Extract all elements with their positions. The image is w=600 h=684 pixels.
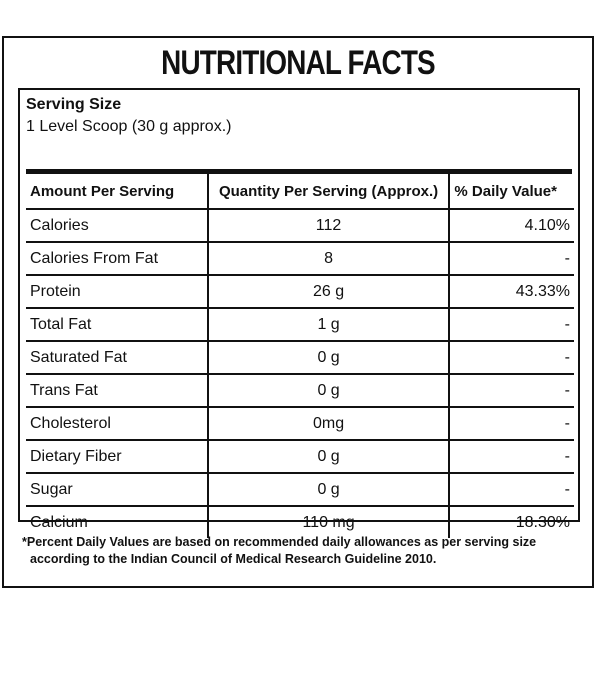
table-row: Sugar 0 g - — [26, 473, 574, 507]
table-header-row: Amount Per Serving Quantity Per Serving … — [26, 174, 574, 210]
table-row: Trans Fat 0 g - — [26, 374, 574, 408]
nutrition-table: Amount Per Serving Quantity Per Serving … — [26, 174, 574, 538]
table-row: Calories From Fat 8 - — [26, 242, 574, 276]
nutrient-daily-value: 43.33% — [448, 275, 574, 309]
nutrient-daily-value: - — [448, 473, 574, 507]
nutrient-quantity: 0mg — [206, 407, 450, 441]
nutrient-name: Calories — [26, 209, 208, 243]
nutrient-daily-value: 4.10% — [448, 209, 574, 243]
table-row: Cholesterol 0mg - — [26, 407, 574, 441]
nutrient-quantity: 8 — [206, 242, 450, 276]
table-row: Total Fat 1 g - — [26, 308, 574, 342]
footnote-line-1: *Percent Daily Values are based on recom… — [22, 535, 537, 549]
serving-size: Serving Size 1 Level Scoop (30 g approx.… — [26, 94, 231, 138]
nutrient-daily-value: - — [448, 374, 574, 408]
nutrient-name: Trans Fat — [26, 374, 208, 408]
nutrition-facts-panel: NUTRITIONAL FACTS Serving Size 1 Level S… — [2, 36, 594, 588]
nutrient-name: Saturated Fat — [26, 341, 208, 375]
nutrient-daily-value: - — [448, 308, 574, 342]
table-row: Calories 112 4.10% — [26, 209, 574, 243]
serving-size-label: Serving Size — [26, 96, 122, 113]
serving-size-value: 1 Level Scoop (30 g approx.) — [26, 118, 232, 135]
nutrient-quantity: 26 g — [206, 275, 450, 309]
page-title: NUTRITIONAL FACTS — [161, 44, 435, 82]
table-row: Protein 26 g 43.33% — [26, 275, 574, 309]
header-amount-per-serving: Amount Per Serving — [26, 174, 208, 210]
divider-bar — [26, 169, 572, 174]
nutrient-quantity: 0 g — [206, 341, 450, 375]
nutrient-quantity: 0 g — [206, 440, 450, 474]
nutrient-quantity: 112 — [206, 209, 450, 243]
header-daily-value: % Daily Value* — [448, 174, 574, 210]
table-row: Calcium 110 mg 18.30% — [26, 506, 574, 538]
footnote: *Percent Daily Values are based on recom… — [22, 534, 588, 568]
nutrient-name: Protein — [26, 275, 208, 309]
nutrient-quantity: 1 g — [206, 308, 450, 342]
header-quantity: Quantity Per Serving (Approx.) — [206, 174, 450, 210]
footnote-line-2: according to the Indian Council of Medic… — [30, 552, 437, 566]
nutrient-quantity: 0 g — [206, 473, 450, 507]
nutrient-name: Dietary Fiber — [26, 440, 208, 474]
nutrient-daily-value: - — [448, 341, 574, 375]
nutrient-name: Calories From Fat — [26, 242, 208, 276]
facts-box: Serving Size 1 Level Scoop (30 g approx.… — [18, 88, 580, 538]
nutrient-daily-value: - — [448, 407, 574, 441]
nutrient-daily-value: - — [448, 242, 574, 276]
nutrient-name: Cholesterol — [26, 407, 208, 441]
nutrient-daily-value: - — [448, 440, 574, 474]
table-row: Dietary Fiber 0 g - — [26, 440, 574, 474]
nutrient-name: Calcium — [30, 513, 88, 531]
table-row: Saturated Fat 0 g - — [26, 341, 574, 375]
nutrient-quantity: 110 mg — [206, 506, 450, 538]
nutrient-quantity: 0 g — [206, 374, 450, 408]
nutrient-daily-value: 18.30% — [448, 506, 574, 538]
nutrient-name: Sugar — [26, 473, 208, 507]
nutrient-name: Total Fat — [26, 308, 208, 342]
